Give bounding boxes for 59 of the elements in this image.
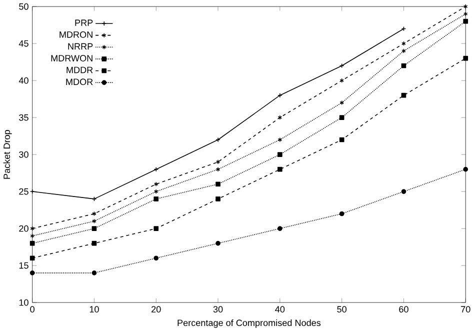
point (340, 100, 344, 106)
point (216, 240, 220, 246)
y-tick-label: 10 (19, 299, 28, 306)
point (402, 48, 406, 54)
legend-label: MDRWON (51, 54, 92, 62)
point (401, 92, 406, 98)
point (402, 41, 406, 46)
legend-label: NRRP (68, 43, 93, 50)
x-tick-label: 0 (30, 306, 34, 312)
point (92, 218, 96, 224)
point (216, 166, 220, 172)
point (340, 78, 344, 83)
x-tick-label: 60 (399, 306, 408, 312)
legend-label: PRP (75, 20, 93, 26)
legend-label: MDRON (60, 31, 92, 38)
x-tick-label: 40 (275, 306, 285, 312)
y-tick-label: 35 (19, 114, 28, 121)
y-tick-label: 25 (19, 188, 28, 195)
x-axis-title: Percentage of Compromised Nodes (178, 319, 321, 328)
point (154, 196, 159, 202)
point (30, 270, 35, 276)
point (463, 56, 468, 61)
y-tick-label: 45 (18, 40, 28, 47)
x-tick-label: 30 (213, 306, 223, 312)
point (154, 189, 158, 194)
y-tick-label: 50 (19, 3, 28, 10)
point (92, 211, 96, 216)
point (339, 211, 344, 216)
point (154, 256, 159, 260)
y-tick-label: 15 (19, 262, 28, 269)
point (30, 226, 34, 231)
x-tick-label: 20 (152, 306, 161, 312)
point (92, 226, 97, 231)
point (154, 226, 159, 231)
y-tick-label: 30 (19, 151, 28, 158)
point (216, 196, 220, 202)
point (154, 182, 158, 186)
y-tick-label: 40 (18, 77, 28, 84)
legend-label: MDDR (66, 66, 93, 74)
point (278, 166, 282, 172)
point (463, 18, 468, 24)
legend-label: MDOR (66, 78, 93, 85)
y-axis-title: Packet Drop (3, 130, 12, 179)
x-tick-label: 10 (90, 306, 99, 312)
point (278, 152, 282, 157)
point (216, 159, 220, 164)
point (339, 115, 344, 120)
point (92, 270, 97, 276)
point (278, 115, 282, 120)
point (463, 166, 468, 172)
y-tick-label: 20 (19, 225, 28, 232)
x-tick-label: 50 (337, 306, 346, 312)
point (401, 189, 406, 194)
point (278, 226, 282, 231)
point (30, 233, 34, 238)
x-tick-label: 70 (461, 306, 470, 312)
point (30, 256, 35, 260)
point (216, 182, 220, 186)
point (278, 137, 282, 142)
